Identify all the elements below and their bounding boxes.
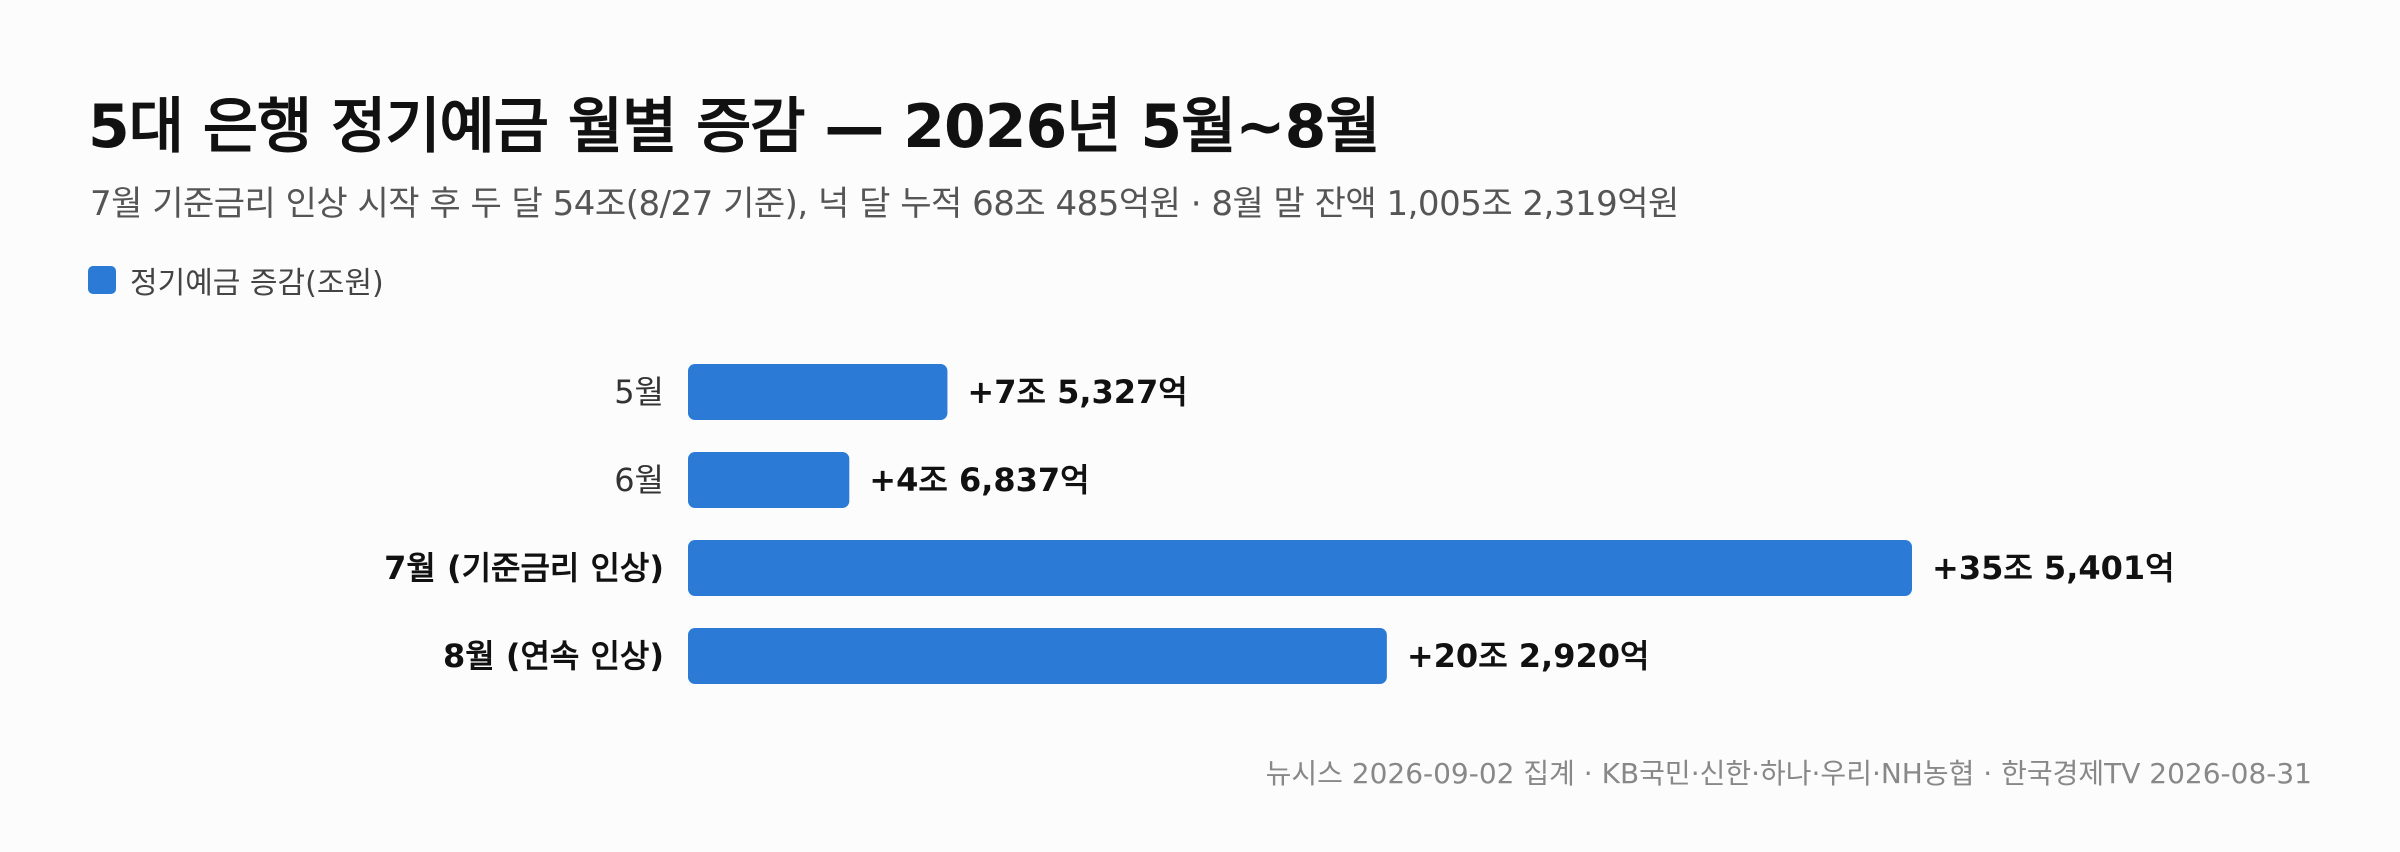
legend-label: 정기예금 증감(조원)	[130, 266, 384, 301]
legend: 정기예금 증감(조원)	[88, 258, 384, 302]
category-label: 7월 (기준금리 인상)	[384, 549, 664, 587]
chart-subtitle: 7월 기준금리 인상 시작 후 두 달 54조(8/27 기준), 넉 달 누적…	[90, 184, 1679, 224]
value-label: +20조 2,920억	[1407, 637, 1650, 675]
category-label: 8월 (연속 인상)	[443, 637, 664, 675]
bar	[688, 628, 1387, 684]
bar-chart: 5월 +7조 5,327억 6월 +4조 6,837억 7월 (기준금리 인상) +35조…	[384, 364, 2175, 684]
legend-swatch	[88, 266, 116, 294]
chart-title: 5대 은행 정기예금 월별 증감 — 2026년 5월~8월	[88, 92, 1381, 162]
bar	[688, 540, 1912, 596]
value-label: +7조 5,327억	[967, 373, 1187, 411]
category-label: 6월	[614, 461, 664, 499]
value-label: +4조 6,837억	[869, 461, 1089, 499]
source-note: 뉴시스 2026-09-02 집계 · KB국민·신한·하나·우리·NH농협 ·…	[1265, 757, 2312, 790]
value-label: +35조 5,401억	[1932, 549, 2175, 587]
bar	[688, 452, 850, 508]
category-label: 5월	[614, 373, 664, 411]
bar	[688, 364, 948, 420]
